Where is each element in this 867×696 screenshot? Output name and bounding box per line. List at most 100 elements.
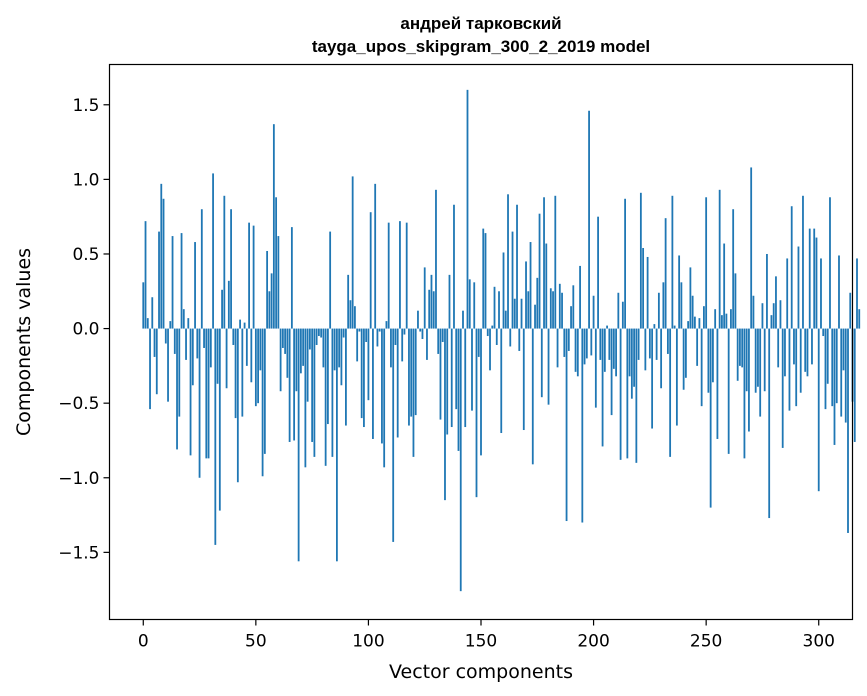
bar: [721, 315, 723, 329]
bar: [718, 189, 721, 329]
bar: [286, 328, 289, 378]
bar: [421, 328, 424, 340]
bar: [748, 328, 750, 432]
bar: [741, 328, 744, 368]
bar: [725, 313, 728, 329]
bar: [788, 328, 791, 411]
bar: [243, 322, 246, 329]
bar: [518, 328, 521, 351]
bar: [498, 291, 500, 329]
bar: [241, 328, 244, 417]
bar: [646, 256, 649, 329]
bar: [263, 328, 266, 454]
bar: [768, 328, 771, 519]
bar: [835, 328, 838, 404]
bar: [784, 328, 786, 377]
bar: [327, 328, 329, 425]
bar: [815, 237, 818, 329]
bar: [734, 273, 737, 329]
bar: [675, 328, 678, 426]
bar: [261, 328, 264, 477]
bar: [847, 328, 849, 533]
bar: [680, 282, 683, 329]
bar: [149, 328, 151, 410]
bar: [808, 228, 811, 329]
bar: [766, 253, 768, 329]
bar: [403, 328, 406, 335]
bar: [432, 291, 435, 329]
bar: [313, 328, 316, 457]
y-tick-label: −1.0: [58, 469, 99, 489]
bar: [266, 250, 269, 329]
bar: [507, 194, 509, 329]
bar: [651, 328, 654, 429]
bar: [385, 321, 388, 329]
bar: [811, 328, 813, 365]
x-tick-label: 100: [352, 632, 384, 652]
bar: [540, 328, 543, 398]
bar: [250, 328, 253, 383]
bar: [234, 328, 237, 419]
bar: [245, 328, 248, 366]
bar: [212, 173, 214, 329]
bar: [297, 328, 300, 562]
bar: [428, 289, 431, 329]
bar: [450, 328, 453, 428]
bar: [709, 328, 712, 508]
bar: [455, 328, 458, 410]
bar: [612, 328, 615, 369]
bar: [480, 328, 482, 456]
bar: [730, 309, 732, 329]
bar: [441, 328, 444, 342]
bar: [705, 197, 708, 329]
bar: [176, 328, 178, 450]
bar: [644, 328, 647, 371]
bar: [817, 328, 820, 492]
bar: [464, 328, 467, 428]
bar: [752, 295, 755, 329]
bar: [196, 328, 199, 359]
bar: [642, 248, 645, 329]
bar: [648, 328, 651, 359]
bar: [473, 282, 476, 329]
bar: [657, 292, 660, 329]
bar: [320, 328, 323, 338]
bar: [475, 328, 478, 498]
bar: [536, 277, 539, 329]
bar: [793, 328, 795, 365]
bar: [304, 328, 307, 468]
bar: [525, 261, 527, 329]
bar: [619, 328, 622, 460]
y-tick-label: 0.5: [72, 245, 99, 265]
bar: [754, 328, 757, 393]
bar: [408, 328, 410, 426]
x-axis-label: Vector components: [389, 661, 573, 683]
bar: [743, 328, 746, 459]
bar: [714, 309, 717, 329]
x-tick-label: 150: [465, 632, 497, 652]
bar: [331, 328, 334, 457]
bar: [189, 328, 192, 456]
bar: [221, 289, 223, 329]
bar: [639, 192, 642, 329]
bar: [167, 328, 169, 402]
bar: [412, 328, 415, 457]
bar: [504, 310, 507, 329]
bar: [693, 316, 696, 329]
bar: [160, 183, 163, 329]
x-tick-label: 250: [690, 632, 722, 652]
bar: [826, 328, 829, 384]
bar: [707, 328, 710, 393]
bar: [187, 318, 190, 329]
bar: [635, 328, 638, 463]
bar: [561, 292, 563, 329]
bar: [831, 328, 834, 407]
bar: [374, 183, 377, 329]
bar: [482, 228, 485, 329]
bar: [401, 328, 404, 362]
bar: [572, 285, 575, 329]
bar: [459, 328, 462, 592]
bar: [527, 291, 530, 329]
chart-title-line-2: tayga_upos_skipgram_300_2_2019 model: [312, 37, 650, 56]
bar: [144, 221, 147, 329]
